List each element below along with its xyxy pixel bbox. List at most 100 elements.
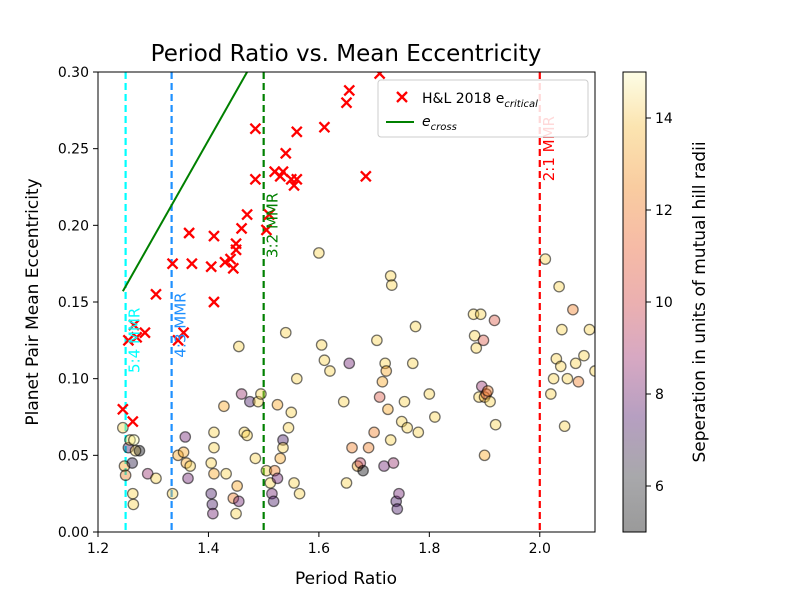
system-point [578,349,590,362]
system-point [556,323,568,336]
hl2018-point [279,147,292,160]
system-point [569,357,582,370]
hl2018-point [130,331,143,344]
system-point [177,446,190,459]
hl2018-point [290,173,303,186]
system-point [133,444,146,457]
system-point [478,449,491,462]
system-point [184,460,197,472]
system-point [387,457,400,469]
system-point [290,372,303,385]
system-point [474,308,487,321]
hl2018-point [183,227,195,239]
hl2018-point [224,253,237,265]
hl2018-point [360,170,372,183]
system-point [409,320,422,333]
hl2018-point [128,319,140,331]
system-point [429,411,441,423]
system-point [393,487,405,500]
legend-sub-ecross: cross [431,122,457,133]
system-point [401,421,414,434]
system-point [554,360,567,373]
colorbar: 6 8 10 12 14 Seperation in units of mutual h… [622,71,710,533]
hl2018-point [208,296,220,308]
x-tick-label: 1.2 [87,541,109,557]
hl2018-point [249,173,262,186]
system-point [205,457,218,469]
system-point [412,426,425,439]
hl2018-point [235,222,248,235]
system-point [126,457,139,469]
system-point [232,340,245,353]
system-point [340,477,353,489]
system-point [547,372,560,385]
system-point [398,395,411,408]
hl2018-point [227,262,240,275]
y-tick-label: 0.15 [58,295,89,311]
chart-title: Period Ratio vs. Mean Eccentricity [151,41,542,67]
system-point [423,388,436,400]
system-point [371,334,383,347]
x-tick-label: 1.4 [197,541,219,557]
system-point [572,375,585,388]
hl2018-point [318,121,331,134]
resonance-label-2: 3:2 MMR [264,193,282,258]
hl2018-point [166,257,179,270]
system-point [150,472,162,485]
system-point [382,403,394,416]
system-point [166,487,179,500]
e-cross-line [121,72,248,292]
system-point [208,426,220,439]
x-axis: 1.2 1.4 1.6 1.8 2.0 [87,532,551,557]
system-point [271,472,284,485]
hl2018-point [260,224,273,236]
svg-text:H&L 2018 ecritical: H&L 2018 ecritical [422,91,538,110]
system-point [249,452,262,465]
system-point [179,431,192,443]
legend: H&L 2018 ecritical ecross [377,79,589,138]
system-point [384,270,397,282]
system-point [343,357,356,370]
system-point [488,314,501,327]
system-point [368,426,380,439]
x-tick-label: 1.8 [418,541,440,557]
system-point [279,326,292,339]
system-point [117,421,129,434]
system-point [282,421,295,434]
system-point [385,279,398,291]
system-point [468,329,481,342]
system-point [482,385,494,397]
system-point [553,280,565,293]
system-point [583,323,595,336]
y-tick-label: 0.05 [58,448,89,464]
hl2018-point [150,288,162,301]
system-point [324,365,336,377]
resonance-label-1: 4:3 MMR [172,292,190,357]
system-point [227,492,240,505]
system-point [362,441,375,454]
x-axis-label: Period Ratio [295,569,397,589]
legend-entry-ecross: ecross [386,114,457,133]
legend-label-ecross: e [422,114,431,130]
system-point [230,507,242,520]
x-tick-label: 2.0 [529,541,551,557]
system-point [567,303,579,316]
system-point [544,388,557,400]
system-point [127,498,140,511]
system-point [172,449,184,462]
system-point [241,429,253,442]
x-tick-label: 1.6 [308,541,330,557]
system-point [470,342,483,354]
hl2018-point [230,237,242,250]
hl2018-point [205,260,218,273]
colorbar-tick-label: 6 [655,479,664,495]
hl2018-point [343,84,356,97]
system-point [357,464,369,477]
y-tick-label: 0.25 [58,142,89,158]
system-point [255,388,267,400]
system-point [293,487,306,500]
system-point [285,406,298,419]
system-point [346,441,358,454]
hl2018-point [290,125,303,138]
system-point [277,441,289,454]
